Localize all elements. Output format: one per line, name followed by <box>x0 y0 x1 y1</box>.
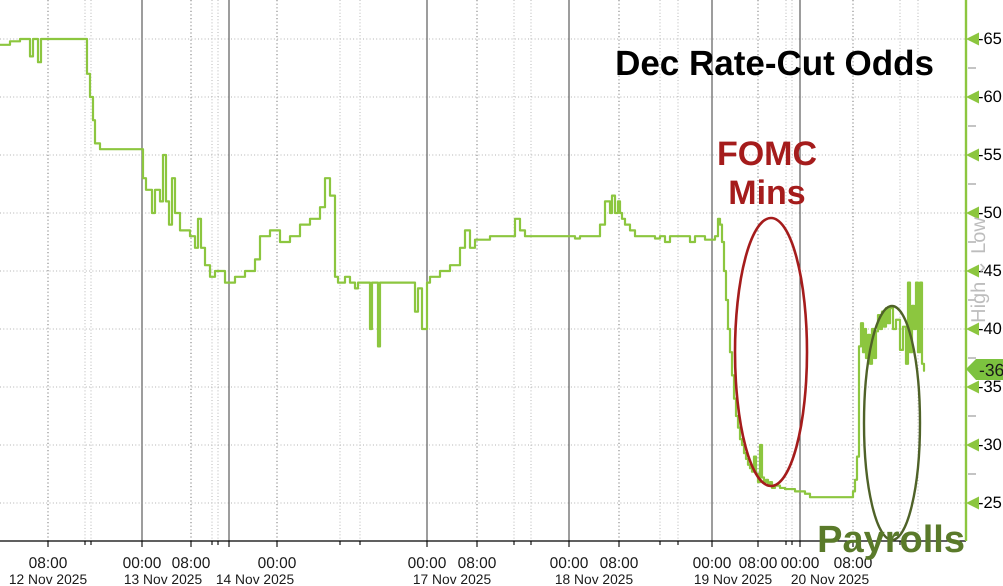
svg-text:-30: -30 <box>978 436 1002 454</box>
svg-text:08:00: 08:00 <box>172 555 211 572</box>
svg-text:08:00: 08:00 <box>458 555 497 572</box>
svg-text:20 Nov 2025: 20 Nov 2025 <box>791 572 870 586</box>
svg-text:12 Nov 2025: 12 Nov 2025 <box>9 572 88 586</box>
svg-text:00:00: 00:00 <box>123 555 162 572</box>
svg-text:00:00: 00:00 <box>258 555 297 572</box>
svg-text:FOMC: FOMC <box>717 135 817 173</box>
svg-text:00:00: 00:00 <box>550 555 589 572</box>
svg-text:08:00: 08:00 <box>600 555 639 572</box>
svg-text:17 Nov 2025: 17 Nov 2025 <box>413 572 492 586</box>
svg-text:18 Nov 2025: 18 Nov 2025 <box>555 572 634 586</box>
svg-text:08:00: 08:00 <box>29 555 68 572</box>
svg-text:00:00: 00:00 <box>693 555 732 572</box>
svg-text:00:00: 00:00 <box>781 555 820 572</box>
svg-text:-25: -25 <box>978 494 1002 512</box>
svg-text:Dec Rate-Cut Odds: Dec Rate-Cut Odds <box>615 44 934 83</box>
svg-text:-36.4: -36.4 <box>979 360 1003 380</box>
svg-text:13 Nov 2025: 13 Nov 2025 <box>124 572 203 586</box>
svg-text:-65: -65 <box>978 30 1002 48</box>
svg-text:High ⌄ Low: High ⌄ Low <box>968 217 990 323</box>
svg-text:00:00: 00:00 <box>408 555 447 572</box>
svg-text:08:00: 08:00 <box>739 555 778 572</box>
svg-text:-60: -60 <box>978 88 1002 106</box>
svg-text:14 Nov 2025: 14 Nov 2025 <box>216 572 295 586</box>
svg-text:-55: -55 <box>978 146 1002 164</box>
svg-text:Mins: Mins <box>728 174 805 212</box>
svg-text:19 Nov 2025: 19 Nov 2025 <box>694 572 773 586</box>
svg-text:-35: -35 <box>978 378 1002 396</box>
svg-text:Payrolls: Payrolls <box>817 519 965 561</box>
